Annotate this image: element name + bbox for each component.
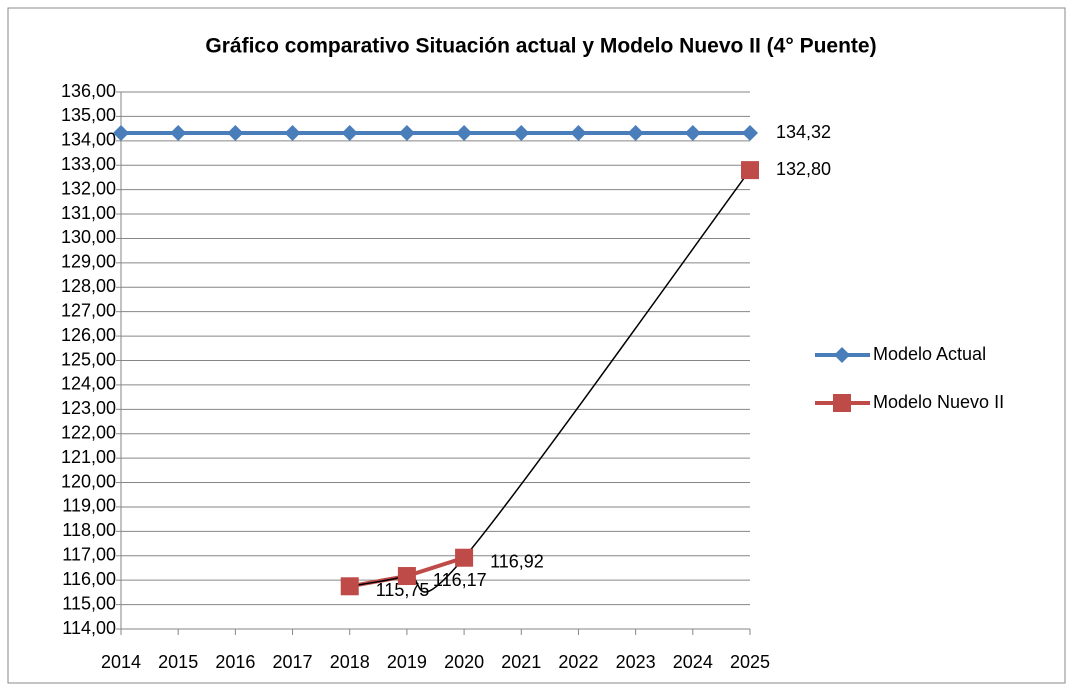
y-tick-label: 118,00 [62,520,116,540]
y-tick-label: 120,00 [61,471,116,491]
y-tick-label: 117,00 [62,545,116,565]
y-tick-label: 116,00 [62,569,116,589]
data-point [340,577,359,596]
data-label: 115,75 [376,580,430,600]
legend-label: Modelo Actual [873,344,986,364]
chart-border [7,7,1066,684]
legend-marker [833,394,851,412]
x-tick-label: 2014 [101,652,141,672]
data-label: 116,92 [490,551,544,571]
data-point [341,125,358,142]
data-point [284,125,301,142]
y-tick-label: 136,00 [61,81,116,101]
data-point [398,125,415,142]
y-tick-label: 134,00 [61,130,116,150]
y-tick-label: 133,00 [61,154,116,174]
y-tick-label: 132,00 [61,178,116,198]
y-tick-label: 121,00 [61,447,116,467]
data-point [170,125,187,142]
x-tick-label: 2025 [730,652,770,672]
data-point [742,125,758,142]
x-tick-label: 2019 [387,652,427,672]
data-point [397,567,416,586]
y-tick-label: 129,00 [61,252,116,272]
y-tick-label: 123,00 [61,398,116,418]
y-tick-label: 124,00 [61,374,116,394]
x-tick-label: 2023 [616,652,656,672]
y-tick-label: 125,00 [61,349,116,369]
x-tick-label: 2016 [215,652,255,672]
data-point [741,161,759,180]
x-tick-label: 2022 [558,652,598,672]
y-tick-label: 115,00 [62,593,116,613]
x-tick-label: 2021 [501,652,541,672]
data-point [456,125,473,142]
legend-label: Modelo Nuevo II [873,392,1004,412]
y-tick-label: 127,00 [61,300,116,320]
data-point [684,125,701,142]
y-tick-label: 122,00 [61,422,116,442]
y-tick-label: 126,00 [61,325,116,345]
data-label: 132,80 [776,159,831,179]
y-tick-label: 114,00 [62,618,116,638]
y-tick-label: 130,00 [61,227,116,247]
data-label: 134,32 [776,122,831,142]
data-point [570,125,587,142]
data-point [455,548,474,567]
x-tick-label: 2015 [158,652,198,672]
data-point [513,125,530,142]
y-tick-label: 131,00 [61,203,116,223]
y-tick-label: 135,00 [61,105,116,125]
x-tick-label: 2020 [444,652,484,672]
data-point [227,125,244,142]
chart-title: Gráfico comparativo Situación actual y M… [205,35,876,58]
y-tick-label: 128,00 [61,276,116,296]
x-tick-label: 2024 [673,652,713,672]
data-point [627,125,644,142]
x-tick-label: 2017 [273,652,313,672]
data-label: 116,17 [433,570,487,590]
legend-marker [834,347,850,363]
x-tick-label: 2018 [330,652,370,672]
data-point [113,125,129,142]
y-tick-label: 119,00 [62,496,116,516]
